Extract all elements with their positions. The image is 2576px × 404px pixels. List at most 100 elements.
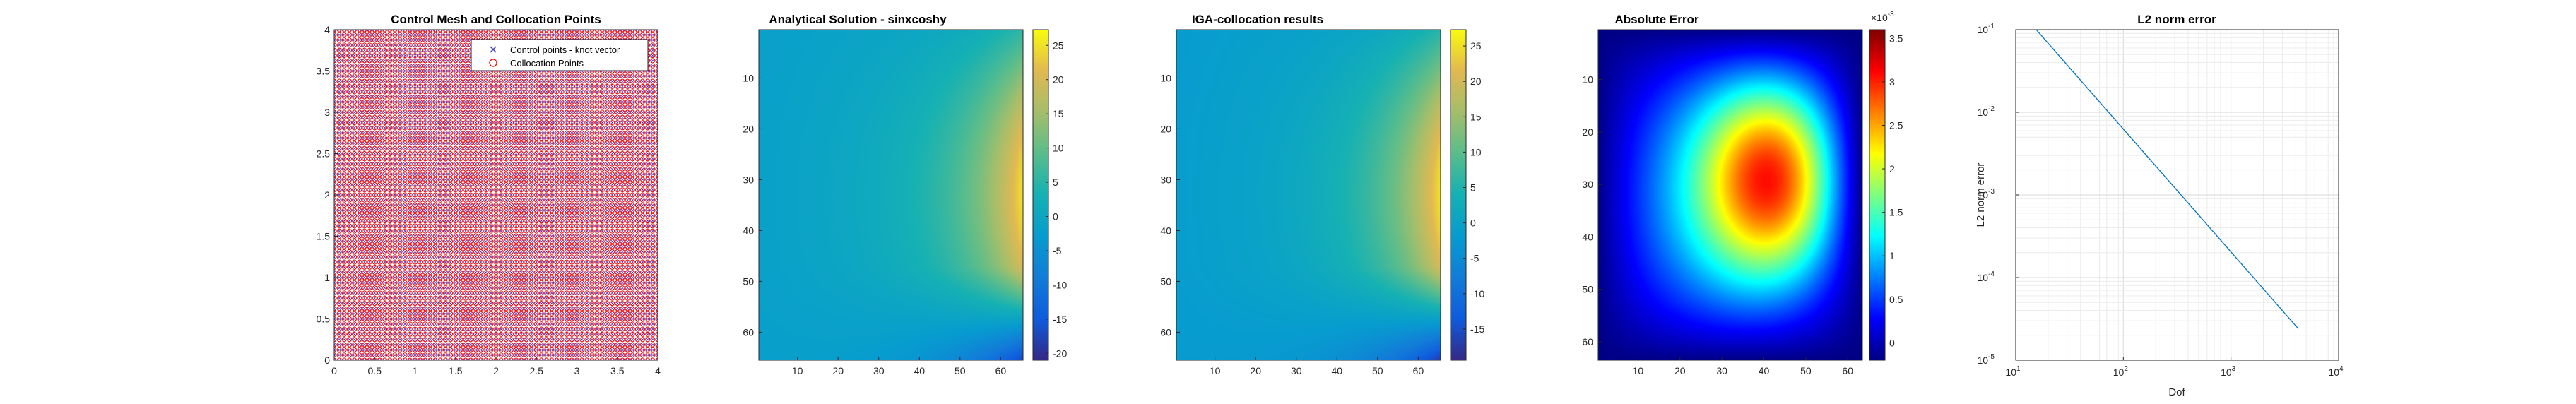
collocation-point	[478, 285, 483, 291]
collocation-point	[498, 73, 504, 79]
collocation-point	[503, 166, 509, 172]
collocation-point	[397, 94, 403, 100]
collocation-point	[478, 197, 483, 203]
collocation-point	[372, 280, 377, 285]
collocation-point	[458, 89, 463, 95]
collocation-point	[377, 94, 382, 100]
collocation-point	[357, 47, 362, 53]
collocation-point	[413, 295, 418, 301]
collocation-point	[493, 182, 499, 187]
collocation-point	[367, 83, 372, 89]
collocation-point	[473, 311, 478, 316]
collocation-point	[473, 213, 478, 218]
collocation-point	[473, 125, 478, 131]
collocation-point	[407, 172, 413, 177]
collocation-point	[437, 89, 443, 95]
collocation-point	[387, 99, 393, 105]
collocation-point	[418, 249, 423, 254]
collocation-point	[483, 275, 489, 280]
collocation-point	[413, 347, 418, 352]
collocation-point	[423, 141, 428, 146]
collocation-point	[427, 234, 433, 239]
collocation-point	[418, 280, 423, 285]
collocation-point	[397, 172, 403, 177]
collocation-point	[483, 311, 489, 316]
collocation-point	[392, 249, 398, 254]
collocation-point	[341, 141, 347, 146]
collocation-point	[372, 151, 377, 156]
collocation-point	[407, 213, 413, 218]
collocation-point	[387, 249, 393, 254]
collocation-point	[407, 145, 413, 151]
collocation-point	[402, 347, 408, 352]
collocation-point	[519, 357, 524, 360]
collocation-point	[341, 197, 347, 203]
collocation-point	[427, 264, 433, 270]
collocation-point	[334, 145, 337, 151]
collocation-point	[488, 156, 494, 162]
collocation-point	[458, 234, 463, 239]
collocation-point	[483, 357, 489, 360]
collocation-point	[336, 244, 342, 249]
collocation-point	[448, 275, 454, 280]
collocation-point	[432, 120, 438, 126]
collocation-point	[341, 306, 347, 311]
collocation-point	[458, 32, 463, 37]
collocation-point	[503, 337, 509, 343]
collocation-point	[423, 197, 428, 203]
collocation-point	[418, 151, 423, 156]
collocation-point	[357, 357, 362, 360]
collocation-point	[483, 136, 489, 141]
collocation-point	[514, 244, 519, 249]
collocation-point	[442, 244, 448, 249]
collocation-point	[347, 213, 352, 218]
collocation-point	[432, 311, 438, 316]
collocation-point	[357, 58, 362, 64]
collocation-point	[341, 182, 347, 187]
collocation-point	[483, 30, 489, 32]
collocation-point	[372, 99, 377, 105]
collocation-point	[397, 109, 403, 115]
collocation-point	[448, 213, 454, 218]
collocation-point	[341, 172, 347, 177]
collocation-point	[453, 130, 459, 136]
collocation-point	[423, 136, 428, 141]
collocation-point	[442, 311, 448, 316]
collocation-point	[367, 99, 372, 105]
collocation-point	[509, 208, 514, 213]
collocation-point	[473, 259, 478, 265]
collocation-point	[367, 130, 372, 136]
collocation-point	[463, 208, 468, 213]
collocation-point	[413, 89, 418, 95]
collocation-point	[478, 151, 483, 156]
collocation-point	[357, 42, 362, 48]
collocation-point	[367, 295, 372, 301]
collocation-point	[392, 69, 398, 73]
collocation-point	[498, 213, 504, 218]
collocation-point	[357, 295, 362, 301]
collocation-point	[519, 295, 524, 301]
collocation-point	[397, 136, 403, 141]
collocation-point	[432, 342, 438, 347]
collocation-point	[453, 249, 459, 254]
collocation-point	[367, 249, 372, 254]
collocation-point	[418, 301, 423, 307]
collocation-point	[478, 156, 483, 162]
collocation-point	[448, 69, 454, 73]
collocation-point	[372, 109, 377, 115]
collocation-point	[458, 130, 463, 136]
collocation-point	[453, 275, 459, 280]
collocation-point	[413, 259, 418, 265]
collocation-point	[367, 197, 372, 203]
collocation-point	[478, 311, 483, 316]
collocation-point	[509, 151, 514, 156]
collocation-point	[463, 254, 468, 260]
collocation-point	[367, 316, 372, 321]
collocation-point	[418, 218, 423, 224]
collocation-point	[413, 208, 418, 213]
collocation-point	[458, 223, 463, 229]
collocation-point	[509, 172, 514, 177]
collocation-point	[442, 83, 448, 89]
collocation-point	[387, 182, 393, 187]
collocation-point	[347, 120, 352, 126]
